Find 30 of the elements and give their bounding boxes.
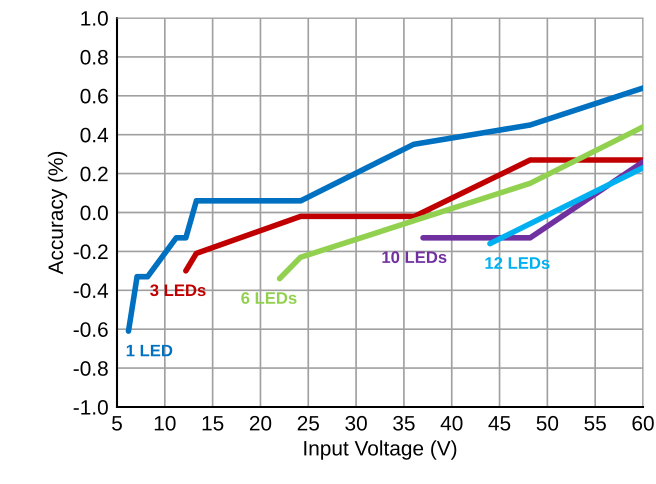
series-label: 1 LED [126, 344, 172, 356]
x-tick-label: 45 [488, 416, 510, 431]
y-tick-label: 0.2 [80, 166, 108, 182]
series-label: 12 LEDs [485, 257, 550, 269]
y-tick-label: 0.4 [80, 128, 108, 142]
y-axis-title: Accuracy (%) [48, 152, 68, 274]
x-tick-label: 60 [632, 416, 654, 431]
series-label: 3 LEDs [150, 284, 206, 296]
x-tick-label: 50 [536, 416, 558, 431]
series-label: 6 LEDs [241, 292, 297, 304]
x-axis-title: Input Voltage (V) [304, 440, 456, 460]
x-tick-label: 25 [298, 416, 319, 431]
y-tick-label: 1.0 [81, 11, 108, 26]
x-tick-label: 5 [112, 416, 122, 431]
x-tick-label: 40 [440, 416, 462, 431]
y-tick-label: 0.8 [80, 50, 108, 65]
y-tick-label: -0.2 [74, 244, 108, 260]
series-label: 10 LEDs [382, 251, 446, 264]
x-tick-label: 15 [202, 416, 224, 431]
y-tick-label: -0.8 [74, 361, 108, 376]
y-tick-label: -1.0 [74, 400, 108, 415]
y-tick-label: -0.6 [74, 322, 108, 337]
x-tick-label: 55 [584, 416, 606, 431]
x-tick-label: 30 [345, 416, 367, 431]
x-tick-label: 10 [154, 416, 176, 431]
y-tick-label: -0.4 [74, 283, 108, 298]
y-tick-label: 0.0 [80, 206, 108, 220]
x-tick-label: 35 [393, 416, 415, 431]
x-tick-label: 20 [250, 416, 272, 431]
y-tick-label: 0.6 [80, 88, 108, 104]
